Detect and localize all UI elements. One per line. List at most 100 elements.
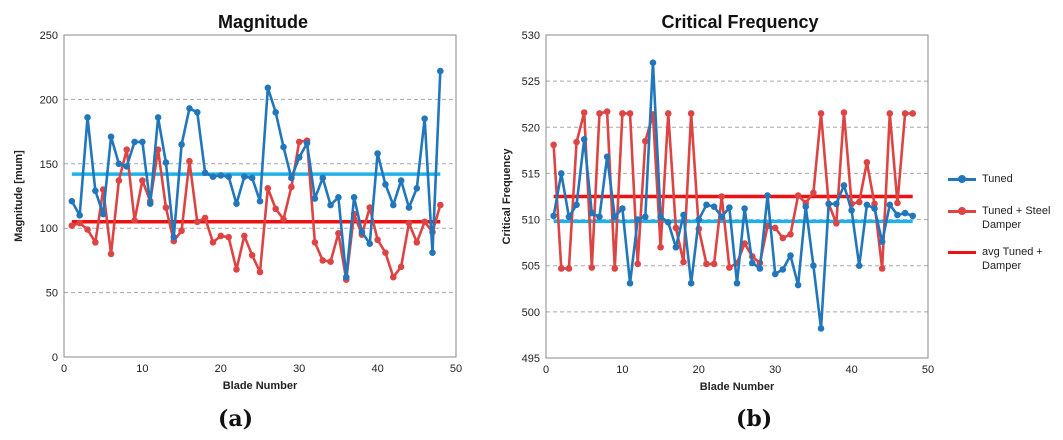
data-point-frequency-damper: [726, 264, 733, 271]
data-point-magnitude-damper: [405, 219, 413, 227]
data-point-frequency-damper: [771, 224, 779, 232]
y-tick-label-magnitude: 200: [40, 94, 58, 106]
data-point-frequency-damper: [550, 141, 557, 149]
data-point-frequency-damper: [611, 265, 619, 272]
data-point-frequency-tuned: [840, 182, 848, 189]
data-point-magnitude-tuned: [170, 233, 178, 241]
y-tick-label-frequency: 530: [522, 30, 540, 42]
data-point-frequency-damper: [886, 110, 894, 117]
data-point-frequency-damper: [718, 193, 726, 200]
data-point-magnitude-tuned: [358, 228, 366, 236]
data-point-frequency-damper: [894, 199, 901, 207]
x-tick-label-frequency: 50: [922, 364, 934, 376]
data-point-magnitude-tuned: [248, 174, 256, 182]
data-point-frequency-damper: [657, 243, 664, 251]
data-point-magnitude-tuned: [178, 141, 185, 148]
y-tick-label-frequency: 520: [522, 122, 540, 134]
panel-label-a: (a): [218, 406, 254, 432]
data-point-frequency-damper: [642, 137, 649, 145]
data-point-frequency-damper: [871, 200, 878, 208]
data-point-magnitude-tuned: [429, 249, 436, 256]
data-point-frequency-tuned: [871, 205, 878, 212]
data-point-magnitude-tuned: [272, 108, 279, 116]
data-point-frequency-tuned: [886, 201, 894, 209]
data-point-magnitude-tuned: [92, 187, 99, 195]
data-point-magnitude-tuned: [288, 174, 295, 182]
data-point-magnitude-damper: [178, 227, 185, 235]
data-point-frequency-tuned: [557, 170, 565, 177]
data-point-magnitude-damper: [272, 205, 279, 213]
data-point-frequency-tuned: [833, 200, 840, 208]
data-point-frequency-tuned: [771, 270, 779, 278]
data-point-frequency-damper: [878, 265, 886, 272]
data-point-frequency-damper: [810, 189, 817, 197]
data-point-frequency-damper: [817, 110, 825, 117]
data-point-frequency-tuned: [634, 216, 641, 223]
data-point-magnitude-damper: [256, 268, 264, 276]
data-point-frequency-damper: [855, 198, 863, 206]
data-point-frequency-tuned: [779, 266, 787, 273]
data-point-magnitude-tuned: [319, 174, 327, 182]
data-point-frequency-tuned: [733, 279, 741, 287]
data-point-frequency-tuned: [901, 209, 909, 217]
data-point-frequency-tuned: [657, 213, 664, 221]
data-point-frequency-tuned: [756, 265, 764, 272]
data-point-magnitude-tuned: [264, 84, 272, 92]
data-point-frequency-damper: [901, 110, 909, 117]
data-point-magnitude-tuned: [311, 195, 319, 202]
legend-swatch-avg: [948, 251, 976, 254]
data-point-magnitude-damper: [311, 239, 319, 246]
data-point-magnitude-tuned: [295, 154, 303, 161]
data-point-frequency-damper: [840, 109, 848, 116]
data-point-magnitude-damper: [209, 239, 217, 246]
data-point-frequency-damper: [588, 264, 596, 271]
x-axis-label-frequency: Blade Number: [700, 381, 775, 393]
data-point-frequency-tuned: [664, 219, 672, 226]
data-point-frequency-damper: [833, 219, 840, 227]
data-point-magnitude-tuned: [280, 143, 287, 151]
y-tick-label-frequency: 495: [522, 353, 540, 365]
data-point-magnitude-damper: [233, 266, 240, 273]
data-point-frequency-tuned: [687, 279, 695, 287]
data-point-magnitude-damper: [280, 215, 287, 223]
data-point-magnitude-tuned: [131, 138, 138, 146]
legend: Tuned Tuned + Steel Damper avg Tuned + D…: [948, 172, 1060, 286]
data-point-magnitude-tuned: [139, 138, 146, 146]
x-tick-label-frequency: 40: [845, 364, 857, 376]
data-point-magnitude-tuned: [327, 201, 334, 209]
data-point-magnitude-tuned: [241, 173, 248, 180]
data-point-magnitude-tuned: [413, 184, 421, 192]
data-point-frequency-tuned: [680, 211, 687, 219]
data-point-frequency-tuned: [787, 252, 794, 259]
y-tick-label-magnitude: 50: [46, 288, 58, 300]
data-point-magnitude-tuned: [335, 193, 342, 201]
data-point-frequency-damper: [672, 224, 680, 232]
data-point-frequency-damper: [626, 110, 634, 117]
data-point-frequency-tuned: [878, 238, 886, 246]
data-point-frequency-tuned: [718, 213, 726, 221]
data-point-frequency-tuned: [573, 201, 580, 209]
data-point-magnitude-tuned: [193, 108, 201, 116]
y-axis-label-frequency: Critical Frequency: [501, 148, 513, 245]
data-point-frequency-damper: [557, 265, 565, 272]
data-point-magnitude-tuned: [99, 210, 107, 218]
plot-frame-magnitude: [63, 34, 457, 358]
data-point-magnitude-tuned: [389, 201, 397, 209]
data-point-magnitude-tuned: [217, 172, 225, 179]
series-line-frequency-tuned: [552, 61, 914, 330]
data-point-magnitude-tuned: [68, 197, 76, 205]
data-point-frequency-damper: [687, 110, 695, 117]
data-point-frequency-tuned: [603, 153, 611, 161]
data-point-frequency-tuned: [565, 213, 573, 221]
data-point-frequency-tuned: [855, 262, 863, 270]
data-point-magnitude-damper: [397, 263, 405, 271]
data-point-frequency-damper: [634, 260, 641, 268]
data-point-frequency-tuned: [550, 212, 557, 220]
y-tick-label-magnitude: 250: [40, 30, 58, 42]
data-point-magnitude-damper: [241, 232, 248, 240]
data-point-frequency-damper: [664, 110, 672, 117]
legend-item-avg: avg Tuned + Damper: [948, 245, 1060, 273]
data-point-frequency-tuned: [710, 203, 718, 210]
data-point-frequency-tuned: [726, 204, 733, 211]
data-point-magnitude-tuned: [421, 115, 428, 123]
